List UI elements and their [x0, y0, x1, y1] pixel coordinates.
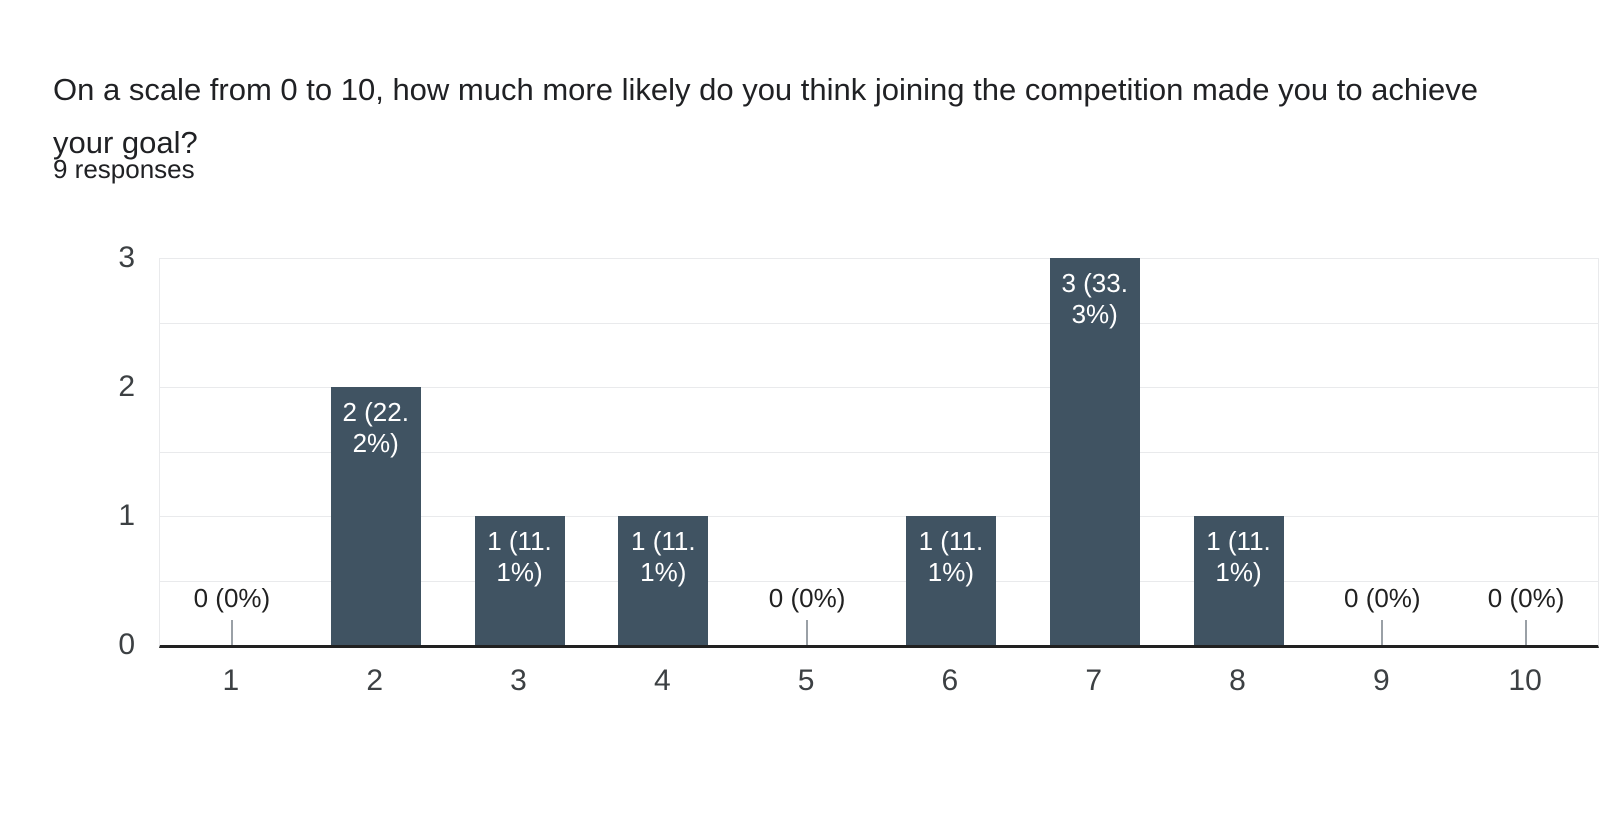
bar-value-label: 3 (33. 3%) [1050, 258, 1140, 330]
x-axis-tick-label: 7 [1085, 664, 1103, 697]
bar: 1 (11. 1%) [1193, 516, 1284, 645]
bar-value-label: 2 (22. 2%) [331, 387, 421, 459]
bar-value-label-line: 1%) [1215, 557, 1262, 587]
x-axis-tick-label: 4 [653, 664, 671, 697]
bar-value-label-line: 1%) [640, 557, 687, 587]
x-axis: 1 2 3 4 5 6 7 8 9 10 [159, 664, 1597, 704]
bar-value-label: 1 (11. 1%) [906, 516, 996, 588]
plot-area: 0 (0%) 2 (22. 2%) 1 (11. 1%) 1 (11. 1%) 0 (0%) 1… [159, 258, 1599, 648]
gridline [160, 451, 1598, 453]
bar-value-label-line: 1 (11. [918, 526, 984, 556]
bar-value-label-line: 1 (11. [631, 526, 696, 556]
gridline [160, 387, 1598, 388]
bar-value-label: 1 (11. 1%) [618, 516, 708, 588]
bar-value-label-line: 3 (33. [1061, 268, 1128, 298]
bar-value-label: 1 (11. 1%) [475, 516, 565, 588]
gridline [160, 258, 1598, 259]
y-axis-tick-label: 2 [118, 370, 135, 403]
y-axis-tick-label: 3 [118, 241, 135, 274]
bar-value-label: 1 (11. 1%) [1194, 516, 1284, 588]
question-title: On a scale from 0 to 10, how much more l… [53, 71, 1479, 160]
x-axis-tick-label: 10 [1508, 664, 1542, 697]
zero-value-label: 0 (0%) [193, 583, 271, 613]
bar-value-label-line: 1 (11. [1206, 526, 1271, 556]
bar: 2 (22. 2%) [330, 387, 421, 645]
bar-value-label-line: 1%) [496, 557, 543, 587]
y-axis-tick-label: 0 [118, 628, 135, 661]
zero-tick-mark [1381, 620, 1384, 645]
gridline [160, 516, 1598, 517]
x-axis-tick-label: 9 [1372, 664, 1390, 697]
zero-value-label: 0 (0%) [1487, 583, 1565, 613]
zero-value-label: 0 (0%) [1344, 583, 1421, 613]
zero-tick-mark [806, 620, 809, 645]
bar: 1 (11. 1%) [905, 516, 996, 645]
bar: 3 (33. 3%) [1049, 258, 1140, 645]
zero-tick-mark [230, 620, 233, 645]
bar-value-label-line: 1 (11. [487, 526, 552, 556]
bar-value-label-line: 3%) [1071, 299, 1118, 329]
response-count: 9 responses [53, 154, 195, 184]
x-axis-tick-label: 2 [366, 664, 384, 697]
gridline [160, 580, 1598, 582]
gridline [160, 322, 1598, 324]
y-axis: 0 1 2 3 [0, 241, 140, 661]
bar-value-label-line: 2%) [352, 428, 399, 458]
y-axis-tick-label: 1 [118, 499, 135, 532]
bar: 1 (11. 1%) [618, 516, 709, 645]
zero-value-label: 0 (0%) [768, 583, 846, 613]
bar-value-label-line: 1%) [927, 557, 975, 587]
bar: 1 (11. 1%) [474, 516, 565, 645]
x-axis-tick-label: 3 [510, 664, 527, 697]
x-axis-tick-label: 6 [941, 664, 959, 697]
x-axis-tick-label: 8 [1229, 664, 1246, 697]
bar-value-label-line: 2 (22. [342, 397, 409, 427]
zero-tick-mark [1525, 620, 1528, 645]
x-axis-tick-label: 5 [797, 664, 815, 697]
x-axis-tick-label: 1 [222, 664, 240, 697]
